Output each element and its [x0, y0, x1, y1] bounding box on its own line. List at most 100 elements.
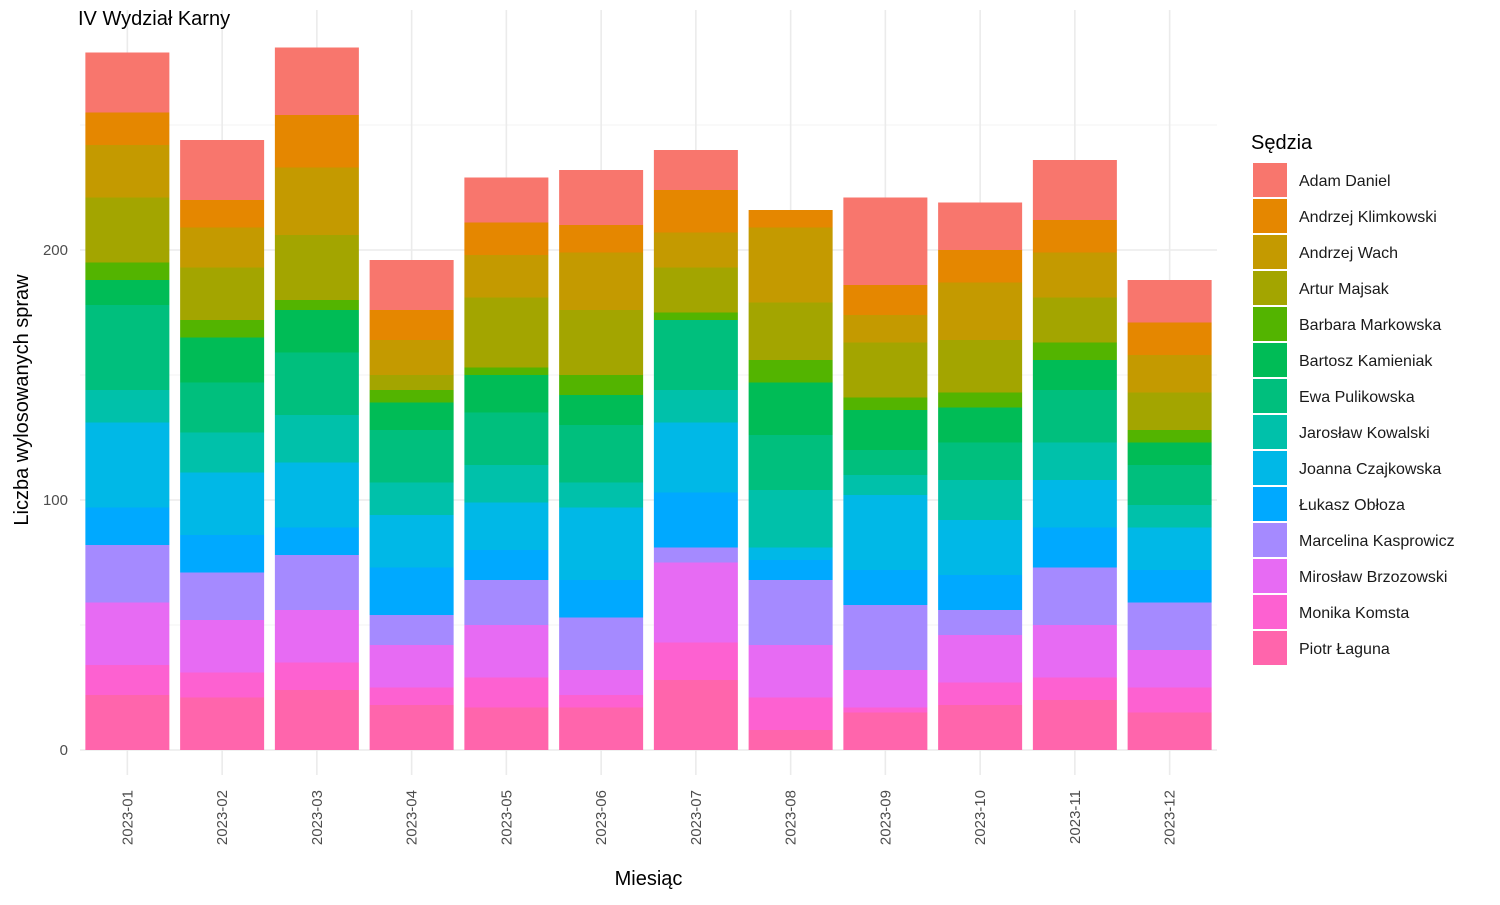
bar-segment: [748, 490, 833, 548]
legend-label: Barbara Markowska: [1299, 317, 1441, 334]
bar-segment: [748, 382, 833, 435]
bar-segment: [653, 267, 738, 313]
bar-segment: [938, 610, 1023, 635]
bar-segment: [274, 310, 359, 353]
legend-key: [1253, 523, 1287, 557]
bar-segment: [85, 262, 170, 280]
bar-segment: [1127, 687, 1212, 713]
legend-label: Marcelina Kasprowicz: [1299, 533, 1455, 550]
bar-segment: [653, 232, 738, 268]
bar-segment: [843, 397, 928, 410]
legend-key: [1253, 487, 1287, 521]
bar-segment: [938, 250, 1023, 283]
bar-segment: [653, 562, 738, 643]
bar-segment: [559, 170, 644, 225]
legend-key: [1253, 235, 1287, 269]
bar-segment: [653, 422, 738, 493]
bar-segment: [938, 340, 1023, 393]
bar-segment: [369, 402, 454, 430]
bar-segment: [938, 202, 1023, 250]
bar-segment: [180, 572, 265, 620]
bar-segment: [464, 677, 549, 708]
bar-segment: [559, 580, 644, 618]
bar-segment: [180, 672, 265, 698]
bar-segment: [369, 645, 454, 688]
bar-segment: [559, 310, 644, 375]
bar-segment: [180, 200, 265, 228]
bar-segment: [1127, 392, 1212, 430]
bar-segment: [1127, 442, 1212, 465]
legend-key: [1253, 343, 1287, 377]
bar-segment: [85, 197, 170, 263]
bar-segment: [1032, 625, 1117, 678]
bar-segment: [1032, 700, 1117, 750]
bar-segment: [369, 430, 454, 483]
y-tick-label: 200: [43, 242, 68, 259]
bar-segment: [559, 225, 644, 253]
bar-segment: [85, 52, 170, 113]
bar-segment: [180, 620, 265, 673]
bar-segment: [938, 635, 1023, 683]
bar-segment: [464, 375, 549, 413]
bar-segment: [843, 712, 928, 750]
legend-key: [1253, 163, 1287, 197]
legend-title: Sędzia: [1251, 132, 1313, 154]
legend-label: Artur Majsak: [1299, 281, 1390, 298]
bar-segment: [1127, 465, 1212, 505]
bar-segment: [938, 480, 1023, 520]
bar-segment: [369, 567, 454, 615]
bar-segment: [274, 690, 359, 750]
bar-segment: [1127, 280, 1212, 323]
bar-segment: [653, 492, 738, 548]
bar-segment: [464, 625, 549, 678]
bar-segment: [180, 227, 265, 268]
bar-segment: [559, 425, 644, 483]
bar-segment: [464, 367, 549, 375]
bar-segment: [85, 112, 170, 145]
bar-segment: [464, 412, 549, 465]
bar-segment: [464, 502, 549, 550]
bar-segment: [559, 507, 644, 580]
bar-segment: [369, 705, 454, 750]
legend-key: [1253, 451, 1287, 485]
bar-segment: [653, 320, 738, 390]
chart-title: IV Wydział Karny: [78, 8, 231, 30]
bar-segment: [464, 465, 549, 503]
legend-key: [1253, 595, 1287, 629]
bar-segment: [1127, 322, 1212, 355]
bar-segment: [180, 432, 265, 473]
legend-label: Andrzej Klimkowski: [1299, 209, 1437, 226]
bar-segment: [1032, 442, 1117, 480]
legend-label: Monika Komsta: [1299, 605, 1409, 622]
legend-key: [1253, 271, 1287, 305]
bar-segment: [274, 610, 359, 663]
bar-segment: [559, 707, 644, 750]
bar-segment: [559, 670, 644, 695]
bar-segment: [653, 312, 738, 320]
bar-segment: [369, 340, 454, 375]
bar-segment: [274, 662, 359, 690]
x-tick-label: 2023-10: [972, 790, 989, 845]
bar-segment: [1032, 527, 1117, 568]
legend-key: [1253, 559, 1287, 593]
bar-segment: [748, 360, 833, 383]
bar-segment: [274, 115, 359, 168]
bar-segment: [1032, 342, 1117, 360]
bar-segment: [464, 222, 549, 255]
bar-segment: [1127, 527, 1212, 570]
bar-segment: [653, 680, 738, 750]
bar-segment: [1032, 360, 1117, 390]
bar-segment: [1032, 160, 1117, 220]
bar-segment: [653, 190, 738, 233]
legend-key: [1253, 199, 1287, 233]
bar-segment: [1127, 650, 1212, 688]
bar-segment: [1032, 677, 1117, 700]
y-tick-label: 100: [43, 492, 68, 509]
bar-segment: [85, 280, 170, 305]
bar-segment: [1032, 480, 1117, 528]
bar-segment: [843, 342, 928, 398]
bar-segment: [274, 462, 359, 528]
bar-segment: [748, 645, 833, 698]
bar-segment: [938, 682, 1023, 705]
